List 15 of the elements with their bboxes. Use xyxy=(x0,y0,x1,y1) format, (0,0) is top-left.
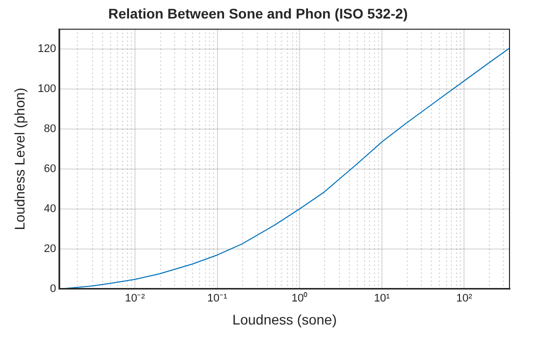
y-tick-label: 100 xyxy=(38,82,56,95)
x-axis-title: Loudness (sone) xyxy=(232,311,337,328)
y-tick-label: 120 xyxy=(38,42,56,55)
chart-title: Relation Between Sone and Phon (ISO 532-2) xyxy=(108,5,408,22)
x-tick-label: 10² xyxy=(456,292,472,305)
x-tick-label: 10⁰ xyxy=(291,292,308,305)
x-tick-label: 10⁻² xyxy=(124,292,146,305)
y-axis-title: Loudness Level (phon) xyxy=(11,88,28,230)
y-tick-label: 20 xyxy=(44,243,56,255)
x-tick-label: 10¹ xyxy=(374,292,390,305)
x-tick-label: 10⁻¹ xyxy=(207,292,228,305)
y-tick-label: 80 xyxy=(44,122,56,135)
y-tick-label: 40 xyxy=(44,202,56,215)
y-tick-label: 60 xyxy=(44,162,56,175)
y-tick-label: 0 xyxy=(50,283,56,296)
